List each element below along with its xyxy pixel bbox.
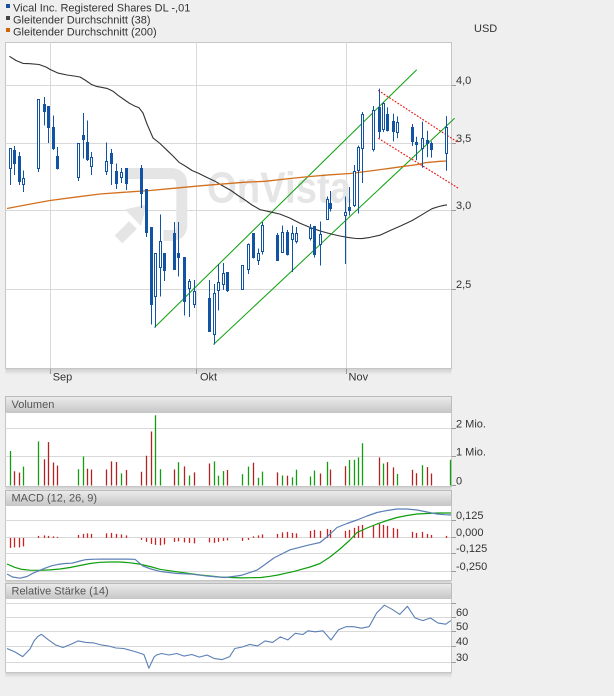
svg-text:2 Mio.: 2 Mio. [456, 419, 486, 431]
svg-text:30: 30 [456, 652, 468, 664]
svg-text:Sep: Sep [53, 371, 73, 383]
svg-text:Vical Inc. Registered Shares D: Vical Inc. Registered Shares DL -,01 [13, 3, 190, 15]
svg-text:0,000: 0,000 [456, 527, 484, 539]
svg-text:60: 60 [456, 607, 468, 619]
svg-text:2,5: 2,5 [456, 279, 471, 291]
svg-text:USD: USD [474, 23, 497, 35]
svg-text:Volumen: Volumen [12, 399, 55, 411]
svg-text:0,125: 0,125 [456, 510, 484, 522]
svg-text:4,0: 4,0 [456, 75, 471, 87]
svg-text:-0,250: -0,250 [456, 561, 487, 573]
svg-text:-0,125: -0,125 [456, 543, 487, 555]
svg-text:3,5: 3,5 [456, 133, 471, 145]
svg-text:Okt: Okt [200, 371, 217, 383]
svg-text:Gleitender Durchschnitt (38): Gleitender Durchschnitt (38) [13, 15, 151, 27]
svg-text:Nov: Nov [349, 371, 369, 383]
svg-text:0: 0 [456, 476, 462, 488]
svg-text:40: 40 [456, 636, 468, 648]
svg-text:MACD (12, 26, 9): MACD (12, 26, 9) [12, 493, 98, 505]
svg-text:Relative Stärke (14): Relative Stärke (14) [12, 586, 109, 598]
svg-text:1 Mio.: 1 Mio. [456, 447, 486, 459]
svg-text:3,0: 3,0 [456, 200, 471, 212]
svg-text:50: 50 [456, 621, 468, 633]
svg-text:Gleitender Durchschnitt (200): Gleitender Durchschnitt (200) [13, 27, 157, 39]
